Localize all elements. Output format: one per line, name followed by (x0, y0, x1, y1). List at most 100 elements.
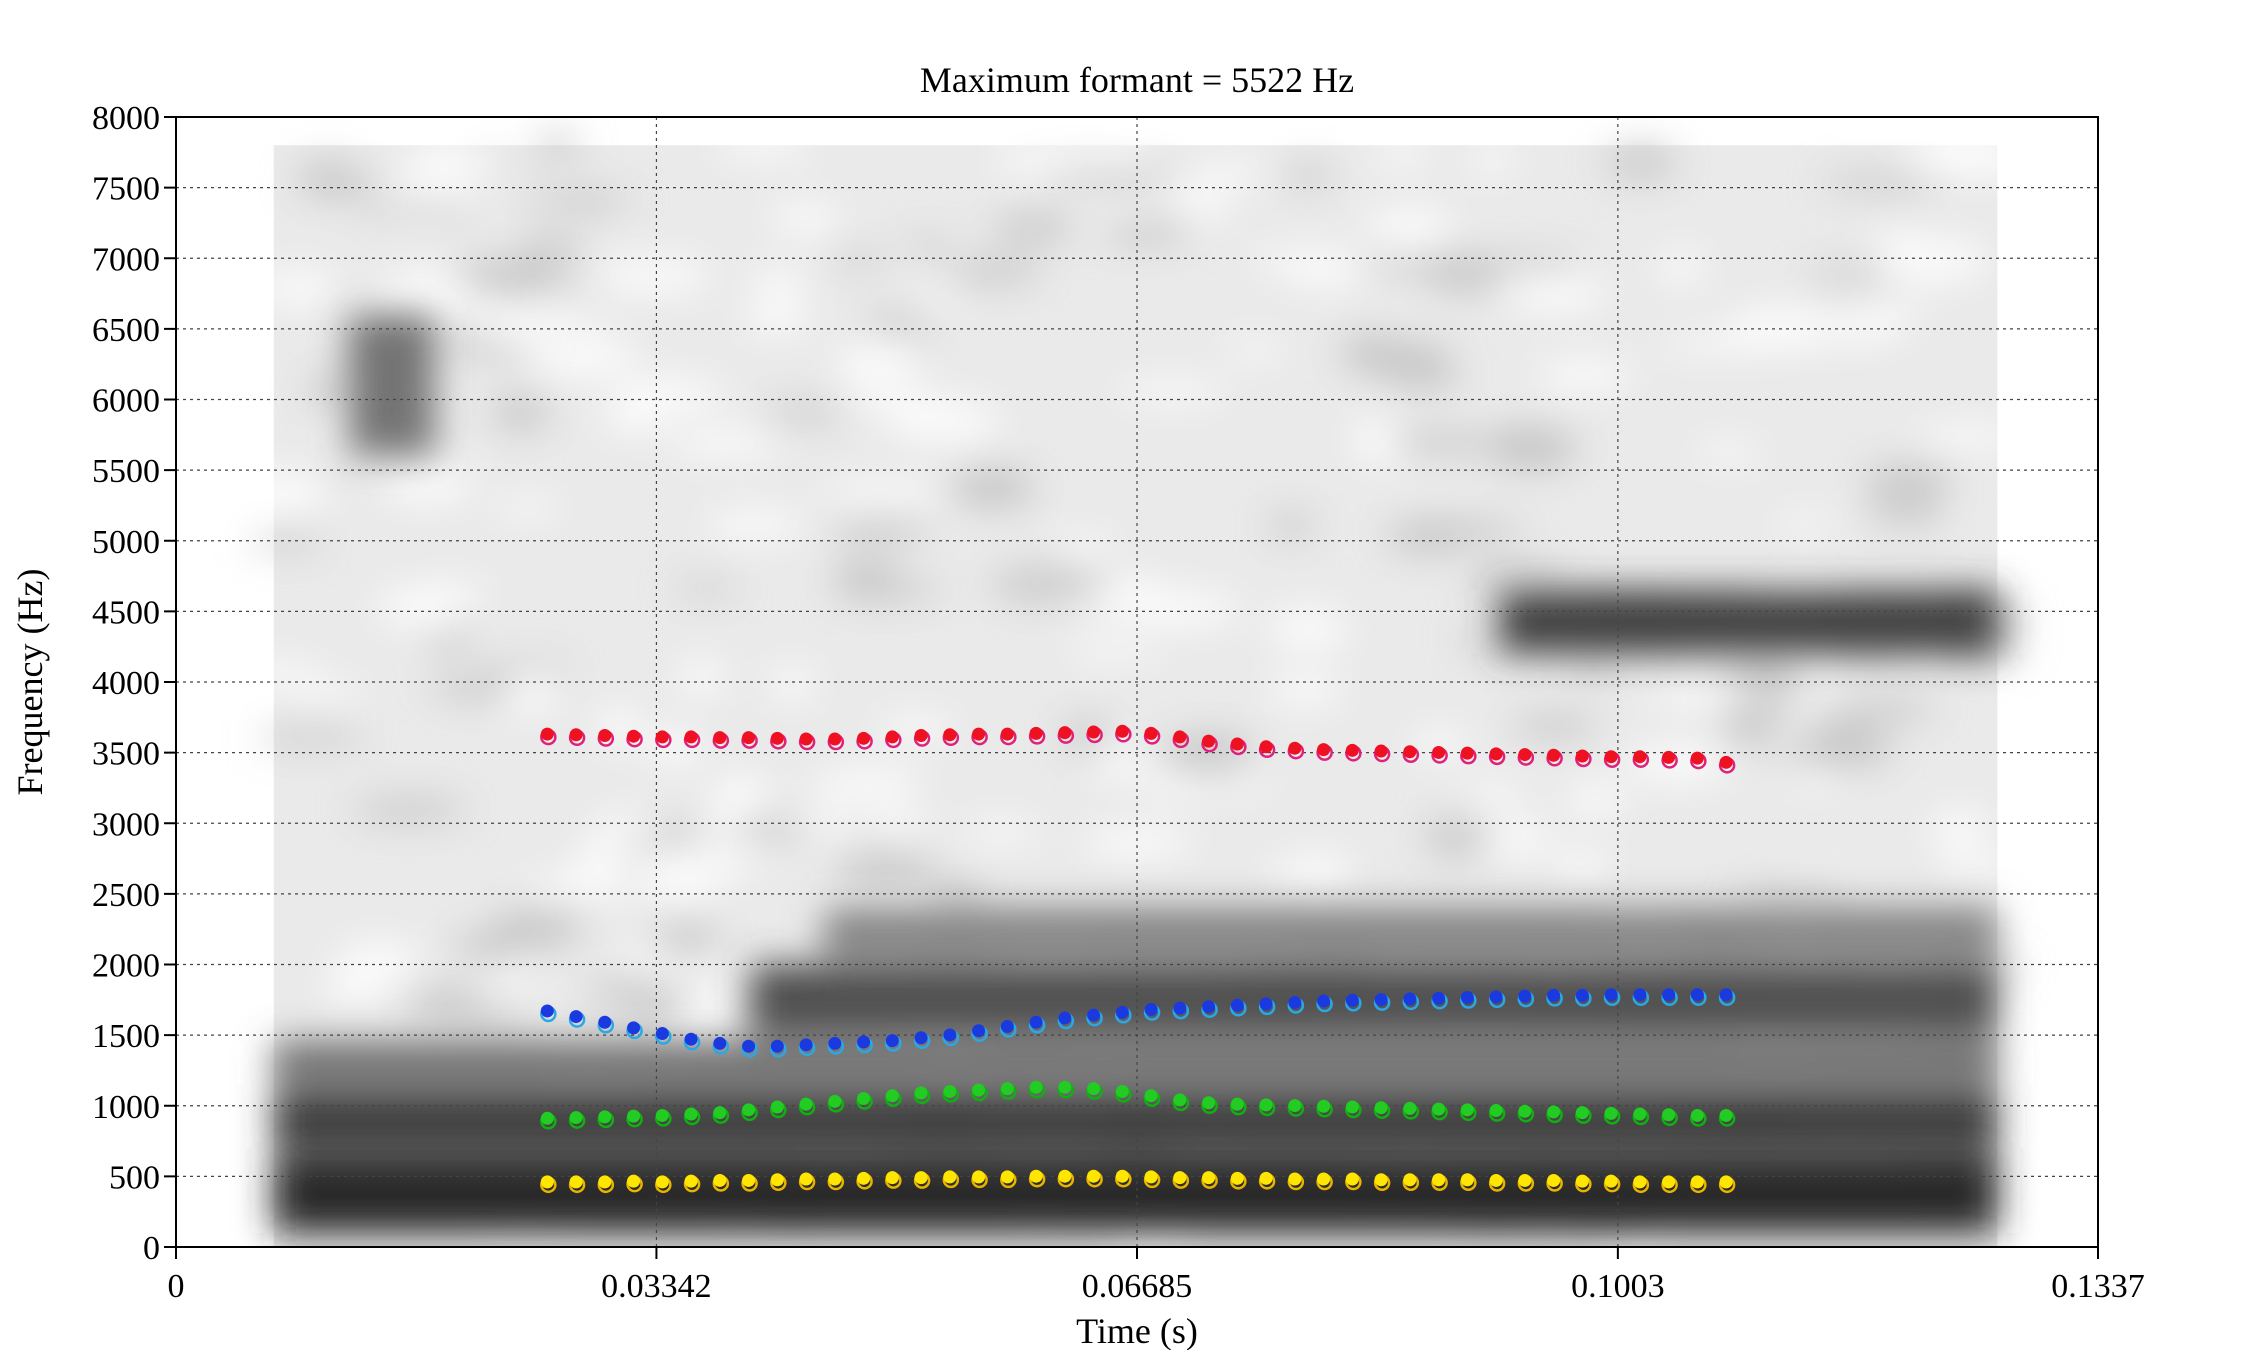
y-tick-label: 3500 (92, 736, 160, 773)
formant-point (1547, 988, 1561, 1002)
spectrogram-texture (651, 921, 724, 961)
spectrogram-texture (836, 340, 918, 382)
spectrogram (223, 129, 2029, 1247)
formant-point (1288, 1099, 1302, 1113)
spectrogram-texture (1775, 516, 1835, 534)
formant-point (1029, 726, 1043, 740)
x-axis-label: Time (s) (1076, 1311, 1198, 1350)
formant-point (885, 1089, 899, 1103)
spectrogram-texture (1625, 745, 1731, 783)
formant-point (1518, 1104, 1532, 1118)
spectrogram-band (273, 1155, 1998, 1233)
y-axis-label: Frequency (Hz) (10, 569, 50, 796)
spectrogram-texture (458, 1010, 520, 1028)
formant-point (1489, 747, 1503, 761)
formant-point (1087, 725, 1101, 739)
formant-point (713, 1036, 727, 1050)
spectrogram-band (273, 1091, 1998, 1149)
formant-point (1173, 1171, 1187, 1185)
formant-point (1662, 750, 1676, 764)
spectrogram-texture (733, 815, 813, 840)
y-tick-label: 1000 (92, 1089, 160, 1126)
spectrogram-texture (1089, 748, 1149, 778)
formant-point (655, 1108, 669, 1122)
formant-point (1719, 755, 1733, 769)
spectrogram-texture (1267, 511, 1315, 540)
formant-point (1115, 1169, 1129, 1183)
formant-point (598, 1110, 612, 1124)
formant-point (627, 1109, 641, 1123)
formant-point (1460, 991, 1474, 1005)
formant-point (1633, 1107, 1647, 1121)
formant-point (943, 1028, 957, 1042)
formant-point (1432, 1102, 1446, 1116)
formant-point (914, 1086, 928, 1100)
series-1 (540, 1169, 1736, 1194)
spectrogram-texture (592, 814, 658, 843)
y-tick-label: 4000 (92, 665, 160, 702)
spectrogram-texture (711, 775, 770, 818)
spectrogram-texture (1536, 359, 1633, 392)
spectrogram-texture (524, 875, 628, 901)
formant-point (1000, 1082, 1014, 1096)
spectrogram-texture (832, 556, 900, 601)
spectrogram-texture (1385, 517, 1470, 556)
spectrogram-texture (307, 374, 348, 408)
spectrogram-texture (1059, 535, 1110, 560)
spectrogram-texture (258, 269, 340, 308)
formant-point (569, 1111, 583, 1125)
spectrogram-texture (1467, 147, 1518, 173)
spectrogram-texture (1896, 142, 1980, 166)
formant-point (1604, 988, 1618, 1002)
formant-point (1432, 745, 1446, 759)
spectrogram-texture (963, 820, 1040, 842)
formant-point (1374, 1173, 1388, 1187)
spectrogram-texture (336, 941, 421, 983)
formant-point (1690, 1108, 1704, 1122)
formant-point (828, 1036, 842, 1050)
formant-point (713, 731, 727, 745)
spectrogram-texture (501, 670, 557, 713)
formant-point (857, 1092, 871, 1106)
formant-point (1115, 1005, 1129, 1019)
spectrogram-texture (1568, 658, 1615, 678)
formant-tracks (540, 724, 1736, 1194)
formant-point (943, 1170, 957, 1184)
formant-point (1662, 988, 1676, 1002)
formant-point (742, 731, 756, 745)
spectrogram-texture (1866, 490, 1951, 527)
spectrogram-texture (1604, 143, 1678, 182)
spectrogram-texture (503, 284, 597, 301)
formant-point (1317, 1099, 1331, 1113)
formant-point (1489, 990, 1503, 1004)
formant-point (885, 730, 899, 744)
spectrogram-texture (1339, 332, 1399, 374)
formant-point (1173, 1093, 1187, 1107)
spectrogram-texture (1102, 218, 1191, 246)
y-tick-label: 4500 (92, 594, 160, 631)
formant-point (828, 732, 842, 746)
formant-point (540, 727, 554, 741)
formant-point (627, 1174, 641, 1188)
spectrogram-texture (862, 309, 942, 337)
spectrogram-texture (1283, 164, 1335, 188)
spectrogram-texture (1481, 254, 1585, 275)
spectrogram-band (273, 1042, 1998, 1085)
formant-point (1719, 1175, 1733, 1189)
formant-point (1230, 1171, 1244, 1185)
spectrogram-texture (1366, 208, 1453, 246)
formant-point (1029, 1080, 1043, 1094)
spectrogram-texture (1720, 650, 1806, 693)
formant-point (684, 730, 698, 744)
y-axis: 0 500 1000 1500 2000 2500 3000 3500 4000 4500 5000… (92, 100, 176, 1267)
formant-point (1058, 726, 1072, 740)
spectrogram-texture (1660, 336, 1763, 355)
spectrogram-texture (1503, 270, 1606, 311)
spectrogram-texture (1917, 424, 2021, 449)
spectrogram-texture (379, 460, 473, 504)
spectrogram-texture (324, 974, 384, 1006)
formant-point (1202, 1000, 1216, 1014)
formant-point (1518, 748, 1532, 762)
spectrogram-texture (477, 304, 551, 346)
spectrogram-texture (1389, 355, 1460, 393)
